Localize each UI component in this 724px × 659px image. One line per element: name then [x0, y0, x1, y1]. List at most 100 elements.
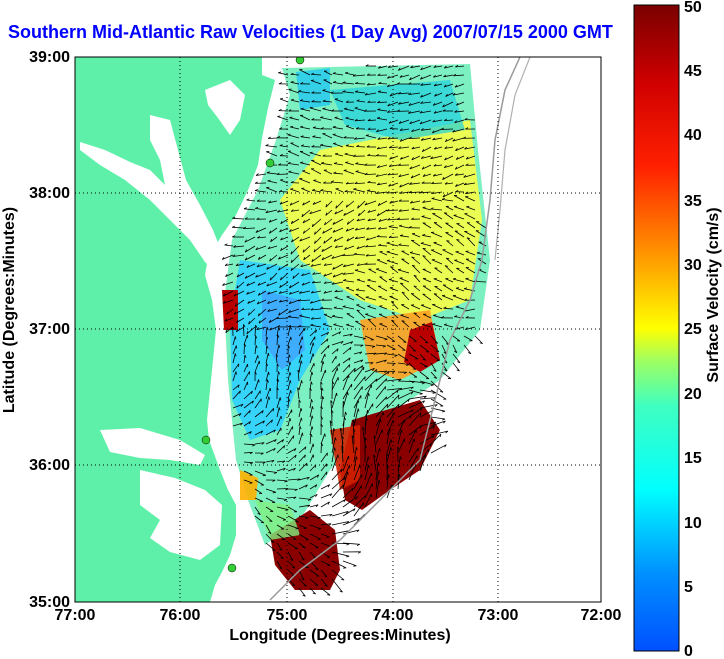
- velocity-vector: [254, 430, 263, 436]
- grid-lines: [75, 57, 601, 602]
- velocity-vector: [265, 488, 276, 493]
- velocity-vector: [401, 304, 410, 310]
- velocity-vector: [265, 387, 271, 400]
- velocity-vector-head: [364, 445, 367, 449]
- velocity-vector-head: [271, 460, 275, 463]
- velocity-vector-head: [452, 92, 456, 96]
- velocity-vector: [419, 110, 432, 114]
- velocity-vector-head: [278, 371, 280, 375]
- velocity-vector-head: [464, 146, 468, 150]
- velocity-vector-head: [272, 408, 275, 412]
- velocity-vector-head: [272, 549, 276, 551]
- velocity-vector-head: [268, 219, 272, 223]
- velocity-vector: [232, 413, 242, 418]
- colorbar-tick-label: 45: [684, 63, 702, 80]
- velocity-vector: [397, 269, 410, 274]
- velocity-vector-head: [323, 240, 326, 244]
- velocity-vector: [399, 225, 410, 229]
- velocity-vector-head: [398, 243, 402, 246]
- velocity-vector-head: [465, 316, 469, 319]
- velocity-vector-head: [289, 229, 292, 232]
- velocity-vector-head: [397, 217, 401, 220]
- velocity-vector: [233, 290, 245, 297]
- velocity-vector: [223, 290, 234, 297]
- velocity-vector: [320, 560, 331, 566]
- velocity-vector-head: [278, 71, 282, 74]
- velocity-vector: [287, 361, 291, 373]
- velocity-vector: [311, 317, 322, 320]
- velocity-vector: [442, 284, 454, 292]
- velocity-vector-head: [317, 528, 321, 530]
- velocity-vector-head: [411, 207, 415, 210]
- velocity-vector: [389, 296, 399, 301]
- velocity-vector: [433, 101, 443, 106]
- velocity-vector-head: [249, 462, 253, 465]
- velocity-vector: [266, 263, 278, 270]
- velocity-vector-head: [376, 213, 380, 217]
- velocity-vector-head: [387, 110, 390, 113]
- velocity-vector-head: [358, 212, 360, 217]
- velocity-vector: [466, 206, 476, 211]
- velocity-vector-head: [387, 217, 391, 221]
- velocity-vector: [408, 429, 417, 445]
- velocity-vector-head: [422, 358, 426, 361]
- velocity-vector-head: [269, 258, 272, 262]
- velocity-vector: [356, 309, 366, 319]
- velocity-vector: [342, 333, 353, 337]
- velocity-vector-head: [413, 274, 417, 277]
- velocity-vector-head: [349, 333, 353, 337]
- velocity-vector: [302, 200, 311, 206]
- velocity-vector-head: [431, 191, 435, 194]
- velocity-vector-head: [365, 64, 369, 67]
- velocity-vector: [422, 200, 432, 203]
- velocity-vector-head: [356, 309, 360, 312]
- velocity-vector: [456, 267, 465, 274]
- velocity-vector-head: [244, 275, 248, 279]
- velocity-vector: [254, 420, 265, 427]
- velocity-vector: [409, 182, 421, 185]
- velocity-vector-head: [251, 390, 253, 395]
- velocity-vector-head: [371, 346, 376, 348]
- velocity-vector-head: [295, 528, 299, 530]
- velocity-vector: [331, 355, 337, 364]
- y-axis-label: Latitude (Degrees:Minutes): [1, 207, 18, 413]
- velocity-vector: [400, 155, 410, 160]
- velocity-vector: [320, 331, 329, 337]
- velocity-vector-head: [288, 109, 292, 112]
- velocity-vector-head: [356, 144, 360, 147]
- velocity-vector: [391, 301, 399, 310]
- velocity-vector-head: [301, 282, 305, 286]
- velocity-vector: [444, 146, 454, 149]
- velocity-vector: [421, 324, 432, 328]
- velocity-vector-head: [444, 181, 448, 185]
- velocity-vector: [345, 117, 355, 121]
- velocity-vector-head: [270, 541, 275, 543]
- velocity-vector: [397, 429, 402, 445]
- velocity-vector-head: [431, 181, 435, 184]
- velocity-vector: [320, 569, 328, 578]
- velocity-vector-head: [385, 396, 388, 400]
- velocity-vector-head: [287, 133, 291, 136]
- velocity-vector-head: [355, 447, 358, 451]
- velocity-vector-head: [262, 461, 266, 464]
- velocity-vector: [254, 515, 265, 524]
- velocity-vector: [244, 254, 256, 261]
- velocity-vector: [331, 348, 339, 355]
- velocity-vector-head: [360, 359, 364, 363]
- velocity-vector-head: [323, 290, 327, 294]
- velocity-vector-head: [442, 194, 446, 198]
- velocity-vector: [432, 304, 443, 310]
- velocity-vector-head: [333, 428, 336, 432]
- velocity-vector: [443, 212, 454, 220]
- velocity-vector-head: [353, 428, 356, 432]
- velocity-vector-head: [399, 75, 403, 78]
- velocity-vector: [331, 476, 346, 490]
- velocity-vector-head: [387, 371, 390, 375]
- velocity-vector-head: [267, 352, 270, 357]
- velocity-vector-head: [287, 162, 291, 164]
- velocity-vector-head: [301, 578, 305, 581]
- velocity-vector: [309, 107, 322, 112]
- velocity-vector: [408, 353, 419, 360]
- velocity-vector: [434, 92, 443, 97]
- velocity-vector-head: [320, 127, 324, 130]
